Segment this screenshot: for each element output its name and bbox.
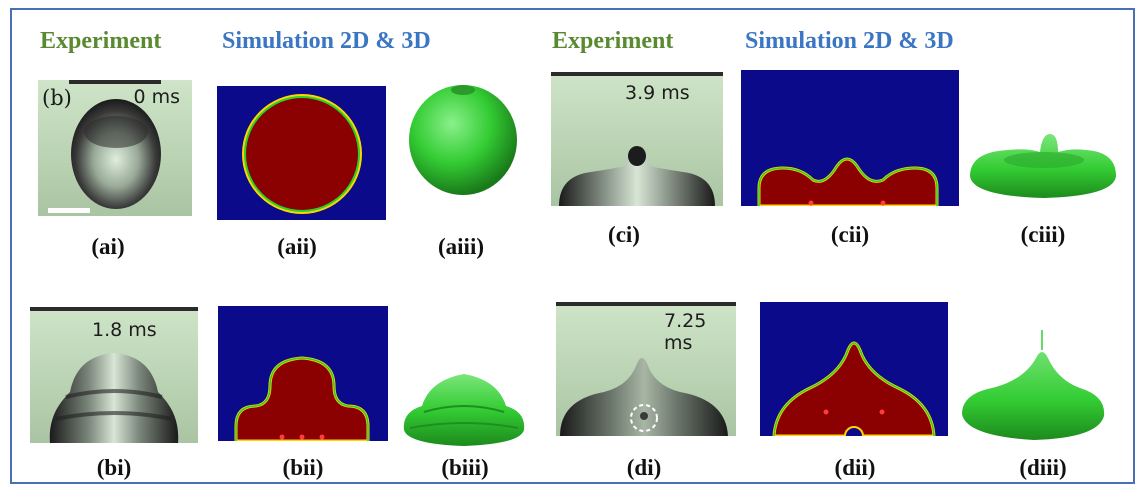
simulation-2d-b bbox=[218, 306, 388, 441]
simulation-2d-a bbox=[217, 86, 386, 220]
simulation-3d-b bbox=[403, 374, 525, 446]
label-dii: (dii) bbox=[834, 455, 876, 480]
label-ciii: (ciii) bbox=[1020, 222, 1066, 247]
time-stamp-c: 3.9 ms bbox=[625, 82, 690, 104]
label-ai: (ai) bbox=[91, 234, 125, 259]
label-aii: (aii) bbox=[277, 234, 317, 259]
label-biii: (biii) bbox=[441, 455, 489, 480]
simulation-3d-c bbox=[970, 134, 1116, 198]
simulation-2d-d bbox=[760, 302, 948, 436]
label-aiii: (aiii) bbox=[438, 234, 484, 259]
experiment-photo-a: (b) 0 ms bbox=[38, 80, 192, 216]
time-stamp-d: 7.25 ms bbox=[664, 310, 707, 354]
experiment-photo-b: 1.8 ms bbox=[30, 307, 198, 443]
label-ci: (ci) bbox=[608, 222, 640, 247]
panel-letter: (b) bbox=[42, 86, 72, 110]
header-simulation-right: Simulation 2D & 3D bbox=[745, 28, 954, 54]
label-cii: (cii) bbox=[830, 222, 870, 247]
simulation-3d-d bbox=[962, 330, 1105, 440]
label-bii: (bii) bbox=[282, 455, 324, 480]
header-simulation-left: Simulation 2D & 3D bbox=[222, 28, 431, 54]
experiment-photo-c: 3.9 ms bbox=[551, 72, 723, 206]
label-di: (di) bbox=[626, 455, 662, 480]
experiment-photo-d: 7.25 ms bbox=[556, 302, 736, 436]
header-experiment-left: Experiment bbox=[40, 28, 162, 54]
label-bi: (bi) bbox=[96, 455, 132, 480]
simulation-2d-c bbox=[741, 70, 959, 206]
time-stamp-a: 0 ms bbox=[133, 86, 180, 108]
simulation-3d-a bbox=[409, 85, 517, 195]
time-stamp-b: 1.8 ms bbox=[92, 319, 157, 341]
header-experiment-right: Experiment bbox=[552, 28, 674, 54]
label-diii: (diii) bbox=[1019, 455, 1067, 480]
